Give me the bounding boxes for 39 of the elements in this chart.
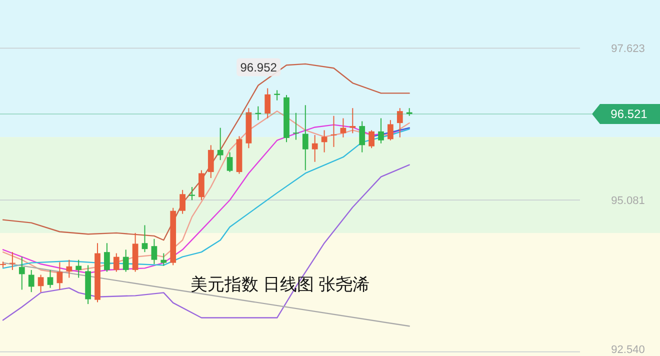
ref-line-label: 96.521: [610, 107, 648, 122]
candlestick: [180, 189, 186, 214]
candlestick: [378, 118, 384, 144]
candlestick: [198, 170, 204, 201]
candlestick: [113, 252, 120, 272]
candlestick: [10, 252, 16, 270]
candlestick: [208, 144, 214, 178]
candlestick: [104, 242, 110, 272]
candlestick: [264, 88, 271, 119]
candlestick: [76, 259, 82, 278]
candlestick: [122, 249, 129, 272]
candlestick: [359, 120, 366, 153]
candlestick: [189, 186, 195, 201]
candlestick: [330, 115, 337, 148]
line-series: [2, 63, 410, 241]
candlestick: [396, 108, 403, 138]
candlestick: [38, 274, 44, 293]
candlestick: [388, 120, 394, 141]
candlestick: [66, 259, 72, 278]
y-tick-label: 92.540: [611, 344, 645, 356]
candlestick: [47, 269, 54, 288]
text: 美元指数 日线图 张尧浠: [190, 275, 370, 294]
candlestick: [293, 112, 299, 140]
candlestick: [56, 262, 63, 290]
candlestick: [226, 152, 233, 173]
candlestick: [368, 130, 374, 149]
y-tick-label: 95.081: [611, 194, 645, 207]
candlestick: [151, 238, 158, 265]
candlestick: [28, 269, 34, 293]
candlestick: [312, 134, 318, 162]
candlestick: [350, 108, 356, 134]
candlestick: [302, 104, 308, 171]
candlestick: [142, 224, 148, 253]
y-tick-label: 97.623: [611, 43, 645, 56]
line-series: [2, 164, 410, 321]
annotation: 96.952: [240, 60, 278, 74]
candlestick: [160, 252, 167, 266]
candlestick: [217, 127, 224, 161]
candlestick: [18, 256, 25, 290]
